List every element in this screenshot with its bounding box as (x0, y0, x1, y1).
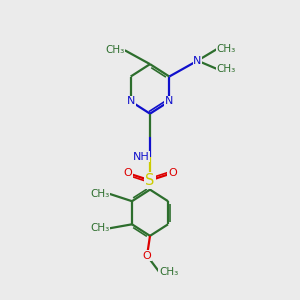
Text: S: S (145, 173, 155, 188)
Text: CH₃: CH₃ (159, 266, 178, 277)
Text: O: O (123, 168, 132, 178)
Text: CH₃: CH₃ (217, 44, 236, 54)
Text: CH₃: CH₃ (90, 189, 110, 199)
Text: NH: NH (133, 152, 150, 162)
Text: CH₃: CH₃ (217, 64, 236, 74)
Text: CH₃: CH₃ (90, 223, 110, 233)
Text: CH₃: CH₃ (106, 45, 125, 55)
Text: N: N (194, 56, 202, 66)
Text: N: N (165, 96, 173, 106)
Text: N: N (127, 96, 135, 106)
Text: O: O (143, 251, 152, 261)
Text: O: O (168, 168, 177, 178)
